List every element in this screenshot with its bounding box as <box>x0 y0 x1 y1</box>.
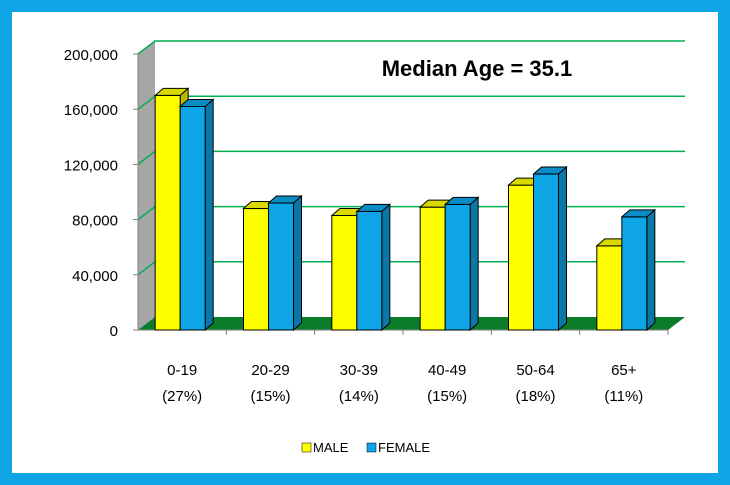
bar-top <box>532 166 568 175</box>
bar-front <box>508 184 534 331</box>
bar-front <box>243 208 269 331</box>
bar-front <box>621 216 648 331</box>
bar-side <box>469 196 479 332</box>
y-tick-label: 0 <box>110 323 118 340</box>
x-category-share: (15%) <box>427 388 467 405</box>
bar-front <box>419 206 446 331</box>
bar-front <box>356 210 383 331</box>
gridline <box>137 205 685 221</box>
bar-side <box>204 98 214 332</box>
bar-top <box>620 209 657 218</box>
bar-top <box>178 98 215 107</box>
x-category-label: 20-29 <box>251 362 289 379</box>
bar-side <box>381 203 391 332</box>
bar-top <box>355 203 392 212</box>
bar-side <box>646 208 656 332</box>
bar-top <box>153 87 190 96</box>
legend-swatch-female <box>366 442 377 453</box>
gridline <box>137 150 685 165</box>
gridline <box>137 95 685 110</box>
x-category-share: (18%) <box>515 388 555 405</box>
bar-front <box>331 214 358 331</box>
x-category-label: 40-49 <box>428 362 466 379</box>
legend-swatch-male <box>301 442 312 453</box>
x-category-share: (15%) <box>250 388 290 405</box>
x-category-label: 0-19 <box>167 362 197 379</box>
y-tick-label: 40,000 <box>72 268 118 285</box>
bar-front <box>268 202 294 331</box>
chart-side-wall <box>138 41 155 330</box>
bar-front <box>154 94 181 331</box>
legend-label-female: FEMALE <box>378 440 430 455</box>
y-tick-label: 200,000 <box>64 47 118 64</box>
x-category-share: (11%) <box>604 388 643 405</box>
x-category-share: (27%) <box>162 388 202 405</box>
bar-female-40-49 <box>443 196 480 332</box>
bar-female-30-39 <box>355 203 392 332</box>
x-category-share: (14%) <box>339 388 379 405</box>
y-tick-label: 80,000 <box>72 213 118 230</box>
bar-side <box>293 194 302 332</box>
bar-female-20-29 <box>267 194 303 332</box>
bar-top <box>443 196 480 205</box>
gridline <box>137 40 685 55</box>
bar-front <box>533 173 559 331</box>
y-tick-label: 120,000 <box>64 157 118 174</box>
bar-female-65+ <box>620 208 657 332</box>
x-category-label: 65+ <box>611 362 637 379</box>
x-category-label: 50-64 <box>516 362 554 379</box>
legend-label-male: MALE <box>313 440 349 455</box>
bar-top <box>267 195 303 204</box>
y-tick-label: 160,000 <box>64 102 118 119</box>
bar-front <box>444 203 471 331</box>
bar-female-0-19 <box>178 98 215 332</box>
bar-front <box>596 245 623 331</box>
bar-side <box>558 165 567 332</box>
chart-title: Median Age = 35.1 <box>382 56 573 81</box>
x-category-label: 30-39 <box>340 362 378 379</box>
bar-female-50-64 <box>532 165 568 332</box>
bar-front <box>179 105 206 331</box>
